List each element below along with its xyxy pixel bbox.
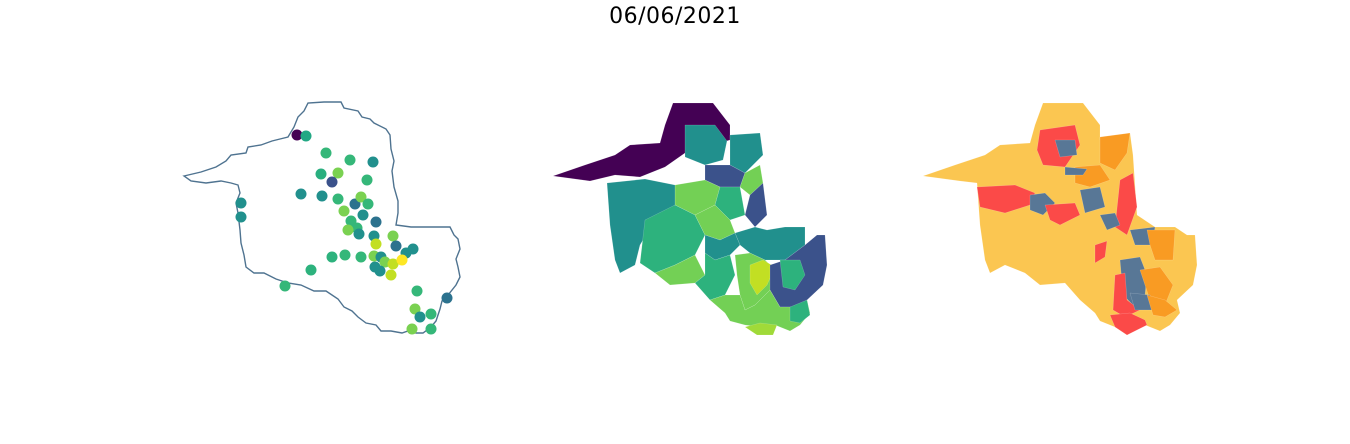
municipality-region bbox=[709, 289, 811, 332]
municipality-region bbox=[744, 182, 768, 228]
municipality-point bbox=[235, 211, 247, 223]
municipality-point bbox=[332, 167, 344, 179]
municipality-region bbox=[729, 132, 764, 174]
municipality-point bbox=[370, 216, 382, 228]
municipality-point bbox=[332, 193, 344, 205]
municipality-point bbox=[344, 154, 356, 166]
municipality-region bbox=[1094, 240, 1108, 264]
municipality-region bbox=[779, 259, 806, 291]
municipality-point bbox=[235, 197, 247, 209]
regions-layer bbox=[552, 102, 828, 336]
municipality-point bbox=[362, 198, 374, 210]
municipality-point bbox=[367, 156, 379, 168]
municipality-point bbox=[339, 249, 351, 261]
municipality-point bbox=[414, 311, 426, 323]
municipality-point bbox=[370, 238, 382, 250]
municipality-region bbox=[749, 259, 776, 296]
municipality-region bbox=[1079, 186, 1106, 214]
municipality-point bbox=[291, 129, 303, 141]
continuous-choropleth-map bbox=[552, 102, 828, 336]
categorical-choropleth-panel bbox=[915, 95, 1215, 345]
municipality-point bbox=[338, 205, 350, 217]
municipality-point bbox=[353, 228, 365, 240]
municipality-point bbox=[316, 190, 328, 202]
municipality-point bbox=[295, 188, 307, 200]
municipality-point bbox=[425, 308, 437, 320]
points-layer bbox=[235, 129, 453, 335]
municipality-region bbox=[1146, 229, 1176, 261]
municipality-region bbox=[789, 299, 811, 324]
municipality-point bbox=[326, 251, 338, 263]
point-map bbox=[182, 101, 461, 335]
municipality-point bbox=[407, 243, 419, 255]
municipality-point bbox=[342, 224, 354, 236]
municipality-point bbox=[409, 303, 421, 315]
municipality-point bbox=[357, 209, 369, 221]
municipality-point bbox=[396, 254, 408, 266]
municipality-region bbox=[1099, 212, 1121, 231]
municipality-point bbox=[390, 240, 402, 252]
municipality-region bbox=[1109, 312, 1148, 336]
municipality-region bbox=[606, 178, 676, 274]
municipality-point bbox=[406, 323, 418, 335]
municipality-region bbox=[1099, 132, 1131, 171]
state-outline bbox=[182, 101, 461, 334]
municipality-point bbox=[355, 251, 367, 263]
municipality-region bbox=[552, 102, 731, 182]
continuous-choropleth-panel bbox=[545, 95, 845, 345]
municipality-point bbox=[315, 168, 327, 180]
municipality-region bbox=[1054, 139, 1078, 158]
municipality-region bbox=[744, 322, 778, 336]
municipality-point bbox=[300, 130, 312, 142]
municipality-point bbox=[387, 258, 399, 270]
municipality-point bbox=[411, 285, 423, 297]
point-map-panel bbox=[176, 95, 476, 345]
municipality-region bbox=[1064, 166, 1088, 176]
municipality-point bbox=[320, 147, 332, 159]
categorical-choropleth-map bbox=[922, 102, 1198, 336]
municipality-point bbox=[355, 191, 367, 203]
municipality-point bbox=[326, 176, 338, 188]
regions-layer bbox=[922, 102, 1198, 336]
municipality-point bbox=[305, 264, 317, 276]
municipality-point bbox=[374, 265, 386, 277]
municipality-point bbox=[441, 292, 453, 304]
map-date-title: 06/06/2021 bbox=[609, 4, 741, 29]
municipality-point bbox=[425, 323, 437, 335]
municipality-region bbox=[1044, 202, 1081, 226]
municipality-point bbox=[385, 269, 397, 281]
municipality-point bbox=[279, 280, 291, 292]
municipality-point bbox=[361, 174, 373, 186]
municipality-point bbox=[387, 230, 399, 242]
municipality-region bbox=[1146, 294, 1178, 318]
municipality-region bbox=[684, 124, 728, 166]
municipality-region bbox=[714, 186, 746, 221]
